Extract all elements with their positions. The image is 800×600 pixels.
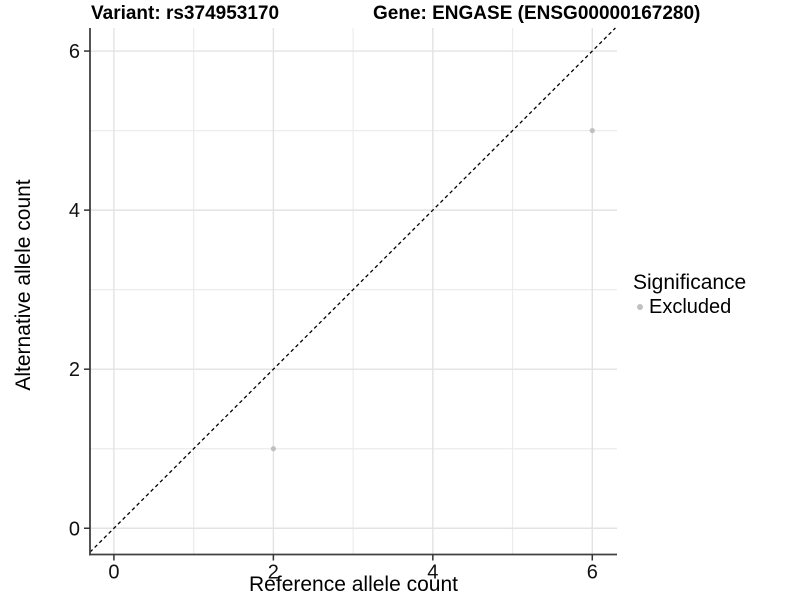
y-tick-label: 0 [69,518,80,540]
legend: Significance Excluded [633,270,746,319]
y-tick-label: 6 [69,41,80,63]
x-tick-label: 4 [427,562,438,584]
x-tick-label: 0 [108,562,119,584]
x-tick-label: 6 [587,562,598,584]
data-point [589,127,595,134]
legend-item-label: Excluded [649,296,732,318]
legend-title: Significance [633,271,747,294]
y-tick-label: 4 [69,200,80,222]
data-point [270,446,276,452]
gene-title: Gene: ENGASE (ENSG00000167280) [373,3,701,24]
y-tick-label: 2 [69,359,80,381]
y-axis-title-text: Alternative allele count [12,179,35,391]
identity-dashed-line [89,27,616,553]
x-axis-title: Reference allele count [249,573,458,596]
x-tick-label: 2 [268,562,279,584]
legend-item-excluded: Excluded [633,295,746,319]
variant-title: Variant: rs374953170 [91,3,280,24]
legend-point-icon [637,304,643,310]
